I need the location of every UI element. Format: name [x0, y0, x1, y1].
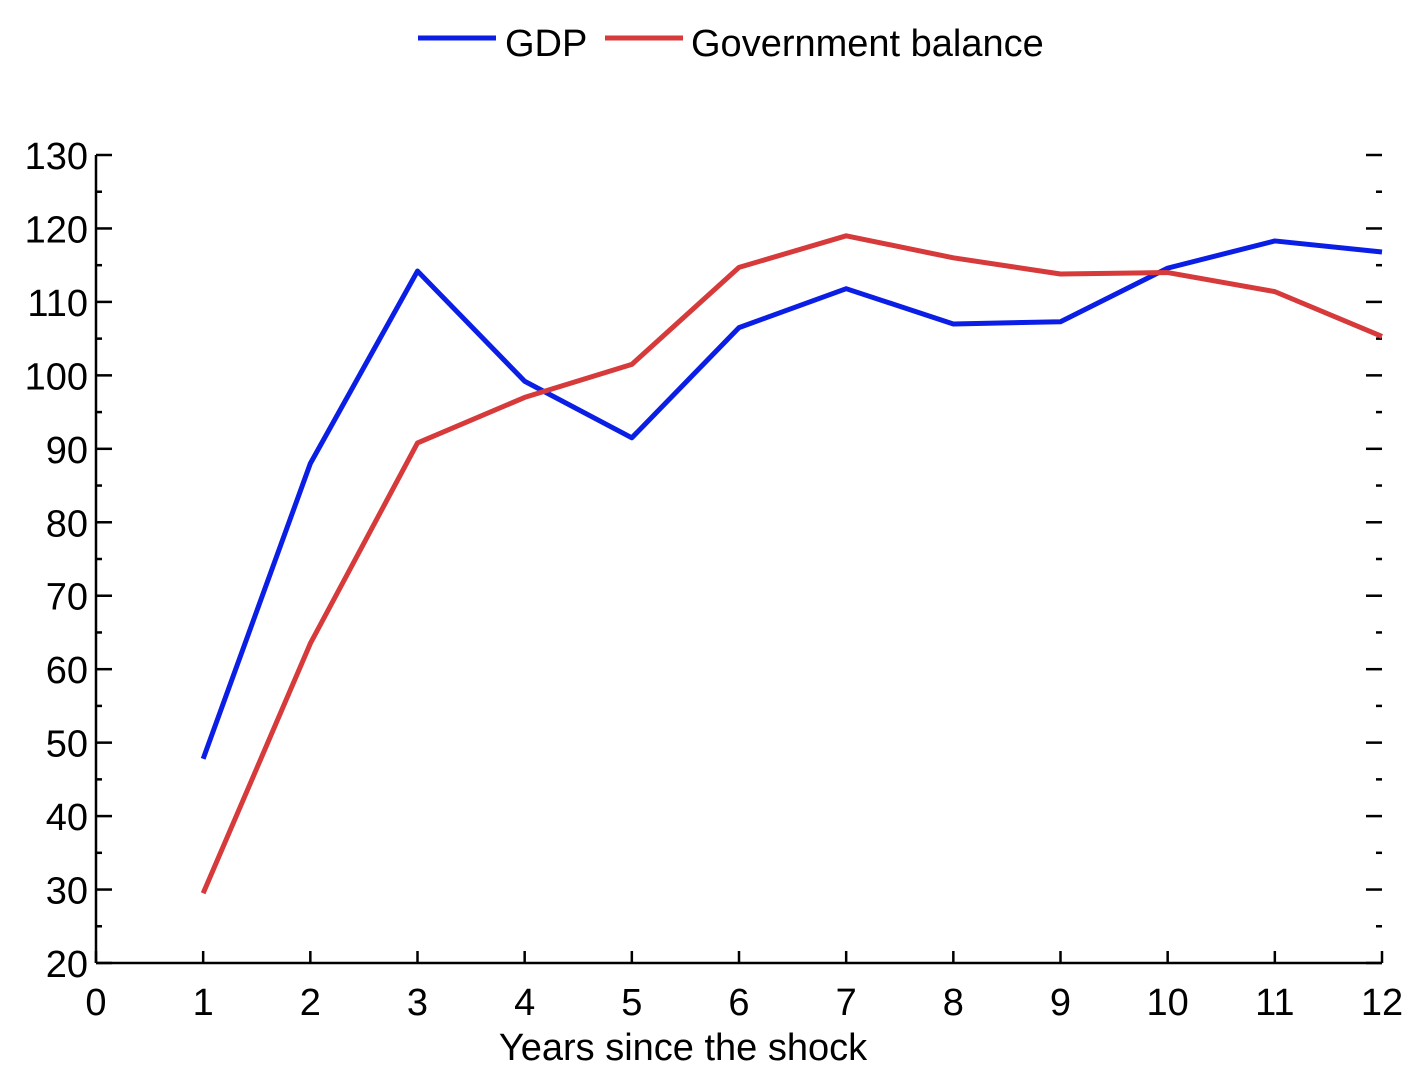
y-tick-label: 110	[27, 283, 88, 325]
series-layer	[200, 233, 1383, 895]
x-tick-label: 5	[621, 982, 642, 1024]
x-tick-label: 1	[193, 982, 214, 1024]
y-tick-label: 60	[46, 650, 88, 692]
x-tick-label: 12	[1361, 982, 1403, 1024]
x-tick-label: 4	[514, 982, 535, 1024]
x-tick-label: 10	[1147, 982, 1189, 1024]
y-tick-label: 100	[25, 356, 88, 398]
series-line-gdp	[200, 238, 1383, 760]
y-tick-label: 90	[46, 430, 88, 472]
y-axis-right	[1366, 153, 1382, 965]
x-tick-label: 2	[300, 982, 321, 1024]
y-tick-label: 130	[25, 136, 88, 178]
y-tick-label: 20	[46, 944, 88, 986]
x-tick-label: 7	[836, 982, 857, 1024]
y-tick-label: 30	[46, 871, 88, 913]
x-tick-label: 11	[1255, 982, 1294, 1024]
y-tick-label: 70	[46, 577, 88, 619]
series-line-government-balance	[200, 233, 1383, 895]
legend: GDP Government balance	[418, 23, 1044, 65]
y-tick-label: 120	[25, 209, 88, 251]
x-tick-label: 8	[943, 982, 964, 1024]
y-tick-label: 80	[46, 503, 88, 545]
x-axis: 0 1 2 3 4 5 6 7 8 9 10 11 12	[85, 951, 1403, 1024]
x-tick-label: 9	[1050, 982, 1071, 1024]
x-axis-title: Years since the shock	[499, 1027, 868, 1069]
x-tick-label: 6	[728, 982, 749, 1024]
x-tick-label: 3	[407, 982, 428, 1024]
x-tick-label: 0	[85, 982, 106, 1024]
y-tick-label: 50	[46, 724, 88, 766]
y-axis-left: 20 30 40 50 60 70 80 90 100 110 120 130	[25, 136, 112, 986]
legend-label-gdp: GDP	[505, 23, 587, 65]
y-tick-label: 40	[46, 797, 88, 839]
legend-label-government-balance: Government balance	[691, 23, 1044, 65]
